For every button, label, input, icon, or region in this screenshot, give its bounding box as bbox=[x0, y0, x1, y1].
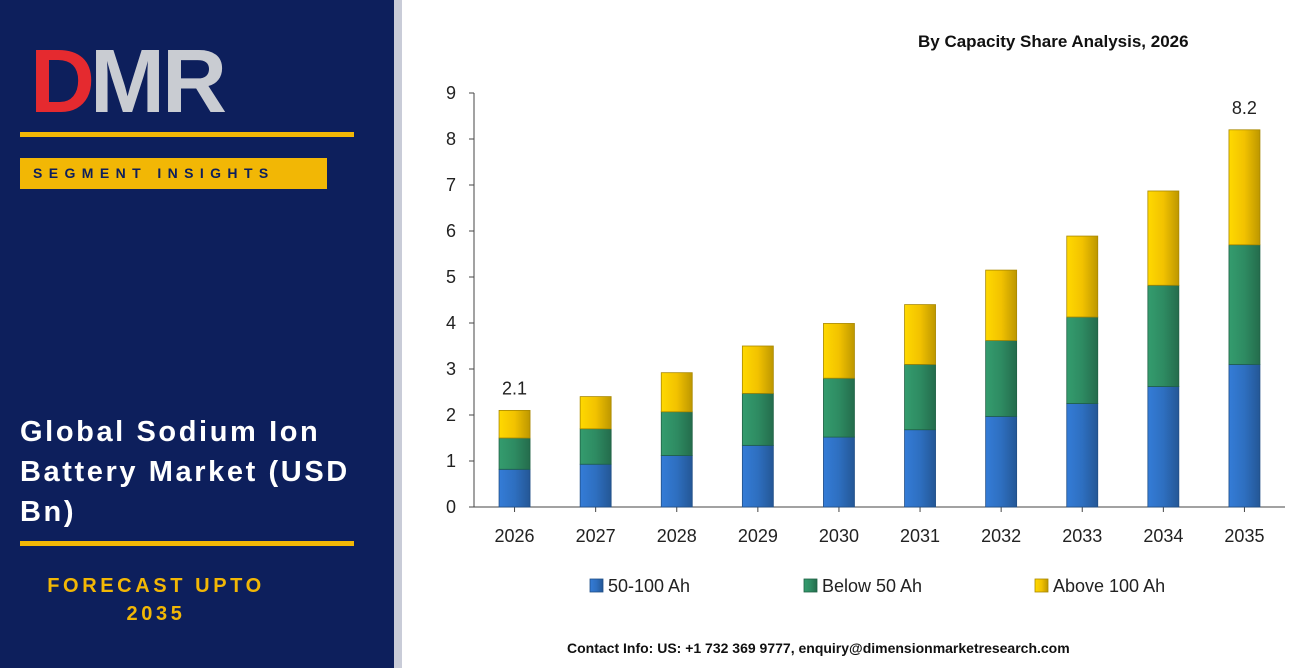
bar-segment bbox=[1066, 316, 1099, 404]
market-title-line-1: Global Sodium Ion bbox=[20, 416, 321, 448]
bar-segment bbox=[1228, 244, 1261, 365]
legend-label: Below 50 Ah bbox=[822, 576, 922, 596]
panel-divider bbox=[394, 0, 402, 668]
legend-swatch bbox=[803, 578, 818, 593]
market-title: Global Sodium Ion Battery Market (USD Bn… bbox=[20, 412, 392, 532]
market-title-line-3: Bn) bbox=[20, 496, 77, 528]
y-tick-label: 1 bbox=[446, 451, 456, 471]
chart-title: By Capacity Share Analysis, 2026 bbox=[918, 32, 1189, 51]
accent-line-bottom bbox=[20, 541, 354, 546]
bar-segment bbox=[985, 269, 1018, 341]
chart-bars bbox=[498, 129, 1261, 508]
bar-segment bbox=[660, 372, 693, 413]
x-tick-label: 2035 bbox=[1224, 526, 1264, 546]
x-tick-label: 2027 bbox=[576, 526, 616, 546]
bar-segment bbox=[1066, 235, 1099, 318]
x-tick-label: 2028 bbox=[657, 526, 697, 546]
logo-letter-d: D bbox=[30, 38, 95, 120]
bar-segment bbox=[1228, 129, 1261, 246]
x-tick-label: 2032 bbox=[981, 526, 1021, 546]
bar-segment bbox=[1147, 386, 1180, 508]
y-tick-label: 8 bbox=[446, 129, 456, 149]
bar-total-label: 8.2 bbox=[1232, 98, 1257, 118]
bar-segment bbox=[741, 345, 774, 394]
y-tick-label: 9 bbox=[446, 83, 456, 103]
segment-insights-label: SEGMENT INSIGHTS bbox=[20, 158, 327, 189]
bar-segment bbox=[1228, 363, 1261, 508]
chart-labels: 2.1 8.2 bbox=[502, 98, 1257, 399]
forecast-line-1: FORECAST UPTO bbox=[47, 575, 265, 597]
y-tick-label: 6 bbox=[446, 221, 456, 241]
bar-segment bbox=[823, 436, 855, 508]
y-tick-label: 0 bbox=[446, 497, 456, 517]
y-tick-label: 4 bbox=[446, 313, 456, 333]
bar-segment bbox=[985, 340, 1018, 417]
y-tick-label: 7 bbox=[446, 175, 456, 195]
bar-segment bbox=[823, 323, 855, 379]
bar-segment bbox=[741, 444, 774, 508]
bar-segment bbox=[904, 304, 936, 365]
bar-segment bbox=[579, 463, 612, 508]
dmr-logo: D M R bbox=[30, 38, 227, 120]
bar-segment bbox=[579, 396, 612, 430]
bar-segment bbox=[1066, 403, 1099, 508]
bar-segment bbox=[823, 377, 855, 438]
y-tick-label: 5 bbox=[446, 267, 456, 287]
bar-segment bbox=[498, 409, 531, 439]
market-title-line-2: Battery Market (USD bbox=[20, 456, 350, 488]
bar-segment bbox=[660, 455, 693, 508]
bar-segment bbox=[904, 363, 936, 431]
x-tick-label: 2029 bbox=[738, 526, 778, 546]
legend-label: Above 100 Ah bbox=[1053, 576, 1165, 596]
bar-segment bbox=[660, 411, 693, 456]
forecast-line-2: 2035 bbox=[126, 603, 186, 625]
contact-info: Contact Info: US: +1 732 369 9777, enqui… bbox=[567, 640, 1070, 656]
bar-total-label: 2.1 bbox=[502, 378, 527, 398]
logo-letter-m: M bbox=[90, 38, 165, 120]
chart-axes: 0 1 2 3 4 5 6 7 8 9 2026 2027 2028 2029 2030 2031 2032 20… bbox=[446, 83, 1285, 546]
legend-swatch bbox=[589, 578, 604, 593]
x-tick-label: 2030 bbox=[819, 526, 859, 546]
chart-legend: 50-100 Ah Below 50 Ah Above 100 Ah bbox=[589, 576, 1165, 596]
left-panel bbox=[0, 0, 394, 668]
bar-segment bbox=[579, 428, 612, 465]
accent-line-top bbox=[20, 132, 354, 137]
x-tick-label: 2026 bbox=[495, 526, 535, 546]
bar-segment bbox=[985, 415, 1018, 508]
bar-segment bbox=[1147, 190, 1180, 286]
bar-segment bbox=[741, 392, 774, 446]
bar-segment bbox=[1147, 284, 1180, 387]
x-tick-label: 2031 bbox=[900, 526, 940, 546]
logo-letter-r: R bbox=[162, 38, 227, 120]
y-tick-label: 2 bbox=[446, 405, 456, 425]
bar-segment bbox=[498, 468, 531, 508]
forecast-label: FORECAST UPTO 2035 bbox=[20, 572, 292, 628]
x-tick-label: 2034 bbox=[1143, 526, 1183, 546]
y-tick-label: 3 bbox=[446, 359, 456, 379]
legend-label: 50-100 Ah bbox=[608, 576, 690, 596]
stacked-bar-chart: 0 1 2 3 4 5 6 7 8 9 2026 2027 2028 2029 2030 2031 2032 20… bbox=[446, 83, 1285, 596]
legend-swatch bbox=[1034, 578, 1049, 593]
bar-segment bbox=[498, 437, 531, 470]
x-tick-label: 2033 bbox=[1062, 526, 1102, 546]
bar-segment bbox=[904, 429, 936, 508]
